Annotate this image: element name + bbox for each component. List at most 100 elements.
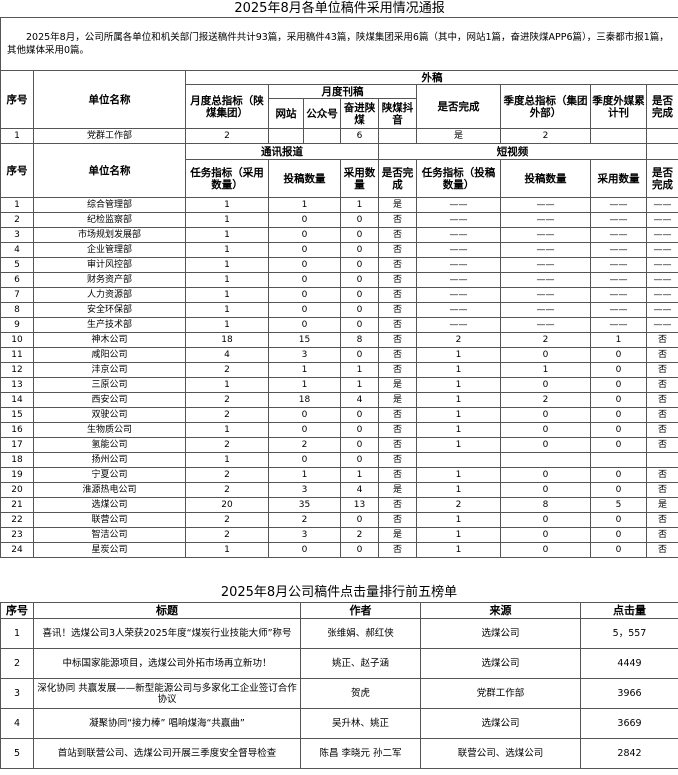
cell: 否	[645, 467, 678, 483]
cell: 联营公司、选煤公司	[420, 738, 581, 769]
cell: 1	[185, 422, 269, 438]
cell: 0	[500, 542, 591, 558]
cell: 1	[185, 317, 269, 333]
header: 序号	[0, 70, 34, 129]
ranking-table: 序号 标题 作者 来源 点击量 1 喜讯！选煤公司3人荣获2025年度“煤炭行业技能大师”称…	[0, 602, 678, 769]
cell: 审计风控部	[33, 257, 186, 273]
cell: 党群工作部	[33, 128, 186, 144]
cell: ——	[500, 212, 591, 228]
cell: 0	[590, 362, 647, 378]
data-row: 4 凝聚协同“接力棒” 唱响煤海“共赢曲” 吴升林、姚正 选煤公司 3669	[0, 708, 678, 739]
cell: 0	[500, 407, 591, 423]
header: 投稿数量	[268, 159, 341, 198]
header-row: 序号 标题 作者 来源 点击量	[0, 602, 678, 619]
header-row: 网站 公众号 奋进陕煤 陕煤抖音	[1, 98, 678, 129]
cell: 4	[0, 708, 34, 739]
cell: 1	[268, 467, 341, 483]
cell: 否	[645, 362, 678, 378]
cell: ——	[645, 227, 678, 243]
header: 作者	[300, 602, 421, 619]
cell: 宁夏公司	[33, 467, 186, 483]
cell: 24	[0, 542, 34, 558]
cell: 1	[185, 257, 269, 273]
cell: 0	[340, 302, 379, 318]
cell: 三原公司	[33, 377, 186, 393]
cell: 0	[500, 482, 591, 498]
cell: 1	[0, 197, 34, 213]
cell: 2	[0, 648, 34, 679]
cell: 1	[185, 242, 269, 258]
cell: 7	[0, 287, 34, 303]
cell: 2	[185, 527, 269, 543]
cell: 0	[340, 437, 379, 453]
header: 是否完成	[416, 84, 501, 129]
cell: ——	[645, 257, 678, 273]
data-row: 6 财务资产部 1 0 0 否 —— —— —— ——	[0, 272, 678, 288]
cell: 23	[0, 527, 34, 543]
cell: 2842	[580, 738, 678, 769]
cell: ——	[590, 197, 647, 213]
cell: 1	[416, 527, 501, 543]
cell: 0	[340, 512, 379, 528]
cell: 16	[0, 422, 34, 438]
cell: 否	[378, 227, 417, 243]
group-header: 通讯报道	[185, 143, 379, 160]
cell: 企业管理部	[33, 242, 186, 258]
cell: 1	[185, 377, 269, 393]
cell: ——	[645, 302, 678, 318]
cell: 1	[185, 452, 269, 468]
cell: 否	[378, 257, 417, 273]
cell: 0	[340, 347, 379, 363]
cell: 1	[416, 542, 501, 558]
header: 公众号	[303, 98, 341, 129]
cell: 5	[590, 497, 647, 513]
cell: 0	[268, 407, 341, 423]
cell: 是	[378, 482, 417, 498]
cell: 张维娟、郝红侠	[300, 618, 421, 649]
cell: 否	[645, 332, 678, 348]
cell: 15	[0, 407, 34, 423]
cell: 2	[185, 407, 269, 423]
cell: 21	[0, 497, 34, 513]
cell: 安全环保部	[33, 302, 186, 318]
cell: 0	[340, 272, 379, 288]
cell: 贺虎	[300, 678, 421, 709]
cell: 0	[268, 422, 341, 438]
cell: 1	[590, 332, 647, 348]
header: 序号	[0, 143, 34, 198]
cell: 首站到联营公司、选煤公司开展三季度安全督导检查	[33, 738, 301, 769]
cell: 否	[645, 392, 678, 408]
cell: 市场规划发展部	[33, 227, 186, 243]
cell: 0	[340, 287, 379, 303]
cell: 0	[500, 347, 591, 363]
cell: 22	[0, 512, 34, 528]
cell: 1	[416, 362, 501, 378]
header: 点击量	[580, 602, 678, 619]
cell: 党群工作部	[420, 678, 581, 709]
cell: ——	[416, 197, 501, 213]
cell: 姚正、赵子涵	[300, 648, 421, 679]
cell: 3966	[580, 678, 678, 709]
cell: 4	[340, 482, 379, 498]
cell: ——	[590, 257, 647, 273]
header: 单位名称	[33, 70, 186, 129]
cell: 否	[645, 512, 678, 528]
cell: 0	[590, 542, 647, 558]
data-row: 12 沣京公司 2 1 1 否 1 1 0 否	[0, 362, 678, 378]
cell: 是	[378, 197, 417, 213]
cell	[590, 128, 647, 144]
cell: 中标国家能源项目，选煤公司外拓市场再立新功！	[33, 648, 301, 679]
cell: ——	[590, 227, 647, 243]
cell: 2	[500, 392, 591, 408]
header: 奋进陕煤	[340, 98, 379, 129]
cell: 1	[416, 422, 501, 438]
summary: 2025年8月，公司所属各单位和机关部门报送稿件共计93篇，采用稿件43篇，陕煤…	[0, 17, 678, 71]
cell: 2	[416, 497, 501, 513]
cell: 淮源热电公司	[33, 482, 186, 498]
data-row: 3 市场规划发展部 1 0 0 否 —— —— —— ——	[0, 227, 678, 243]
cell: 1	[185, 227, 269, 243]
data-row: 9 生产技术部 1 0 0 否 —— —— —— ——	[0, 317, 678, 333]
cell: 综合管理部	[33, 197, 186, 213]
cell: 1	[416, 347, 501, 363]
